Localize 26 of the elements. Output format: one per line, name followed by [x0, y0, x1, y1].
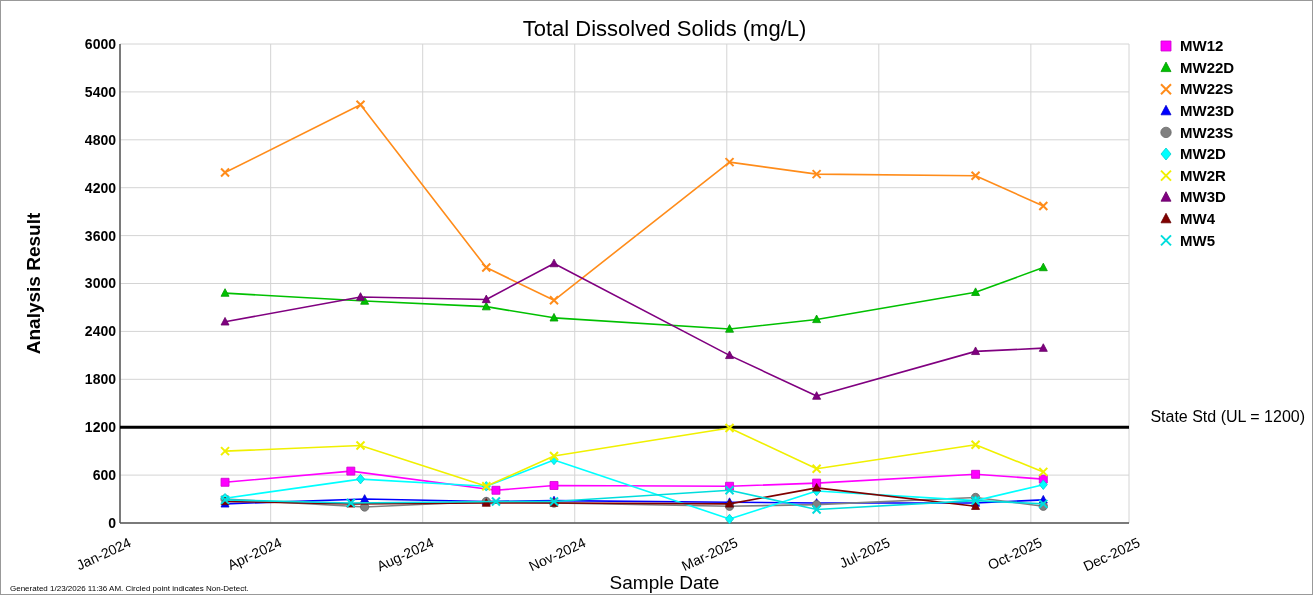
- y-tick-label: 600: [92, 467, 117, 483]
- legend-label: MW22D: [1180, 58, 1235, 76]
- legend-label: MW22S: [1180, 80, 1234, 98]
- legend-label: MW4: [1180, 210, 1216, 228]
- y-tick-label: 4200: [84, 179, 117, 196]
- legend-label: MW12: [1180, 37, 1224, 55]
- x-axis-title: Sample Date: [609, 572, 720, 593]
- y-tick-label: 3600: [84, 227, 117, 244]
- text: Generated 1/23/2026 11:36 AM. Circled point indicates Non-Detect.: [10, 584, 249, 593]
- chart-title: Total Dissolved Solids (mg/L): [522, 16, 807, 41]
- legend-label: MW5: [1180, 231, 1215, 249]
- y-axis-title: Analysis Result: [23, 212, 44, 355]
- y-tick-label: 4800: [84, 131, 117, 148]
- legend-label: MW3D: [1180, 188, 1226, 206]
- legend-label: MW23S: [1180, 123, 1234, 141]
- y-tick-label: 3000: [84, 275, 117, 292]
- legend-label: MW23D: [1180, 102, 1235, 120]
- y-tick-label: 6000: [84, 35, 117, 52]
- legend-label: MW2D: [1180, 145, 1226, 163]
- ref-line-label: State Std (UL = 1200): [1150, 408, 1305, 426]
- y-tick-label: 1800: [84, 371, 117, 388]
- y-tick-label: 2400: [84, 323, 117, 340]
- y-tick-label: 0: [108, 514, 117, 531]
- legend-label: MW2R: [1180, 166, 1226, 184]
- y-tick-label: 1200: [84, 419, 117, 436]
- y-tick-label: 5400: [84, 83, 117, 100]
